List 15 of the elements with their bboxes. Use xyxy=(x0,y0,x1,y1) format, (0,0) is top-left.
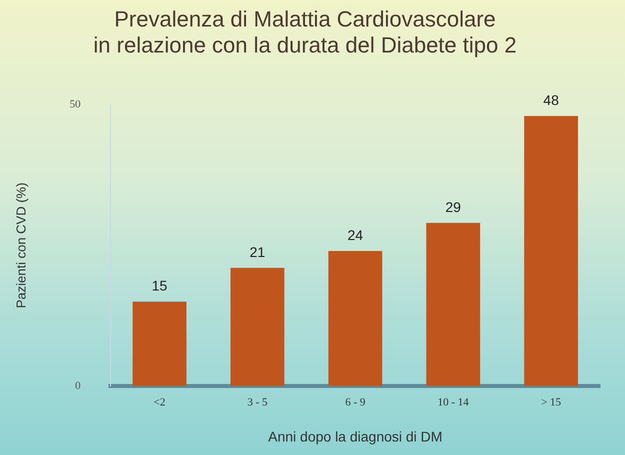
chart-title: Prevalenza di Malattia Cardiovascolare in relazione con la durata del Diabete tipo 2 xyxy=(93,6,517,58)
y-tick-label: 0 xyxy=(75,380,82,392)
y-axis-title: Pazienti con CVD (%) xyxy=(13,182,28,308)
y-tick-label: 50 xyxy=(70,98,82,111)
x-tick-label: > 15 xyxy=(541,396,562,408)
x-tick-label: 6 - 9 xyxy=(345,396,366,408)
data-label: 24 xyxy=(348,226,364,243)
x-tick-label: 3 - 5 xyxy=(247,396,268,408)
x-tick-label: <2 xyxy=(154,396,166,408)
data-label: 29 xyxy=(445,198,462,215)
data-label: 48 xyxy=(543,92,560,108)
x-tick-label: 10 - 14 xyxy=(438,396,470,408)
data-label: 15 xyxy=(152,278,168,294)
data-label: 21 xyxy=(250,244,266,260)
x-axis-title: Anni dopo la diagnosi di DM xyxy=(268,428,442,444)
